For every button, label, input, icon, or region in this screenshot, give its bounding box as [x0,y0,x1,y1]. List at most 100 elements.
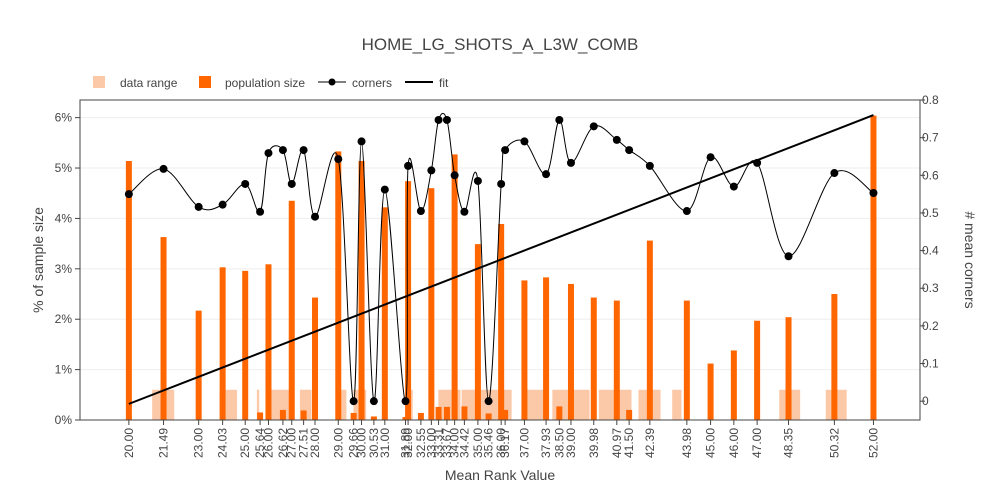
y2-tick-label: 0.2 [922,319,939,333]
corners-point[interactable] [287,179,296,188]
x-tick-label: 37.00 [517,428,531,458]
x-tick-label: 33.00 [424,428,438,458]
corners-point[interactable] [520,137,529,146]
legend-item-data-range[interactable]: data range [93,76,178,90]
x-tick-label: 29.00 [331,428,345,458]
corners-point[interactable] [729,182,738,191]
corners-point[interactable] [645,161,654,170]
corners-point[interactable] [484,397,493,406]
population-bar [257,412,264,420]
corners-point[interactable] [442,115,451,124]
x-tick-label: 35.46 [482,428,496,458]
legend: data range population size corners fit [93,76,449,90]
population-bar [279,409,286,420]
corners-point[interactable] [434,115,443,124]
corners-point[interactable] [566,158,575,167]
population-bar [417,412,424,420]
y-axis-right: 0 0.1 0.2 0.3 0.4 0.5 0.6 0.7 0.8 [920,93,939,408]
corners-point[interactable] [311,212,320,221]
population-bar [831,294,838,420]
corners-point[interactable] [404,161,413,170]
population-bar [265,264,272,420]
population-bar [646,240,653,420]
population-bar [405,181,412,420]
corners-point[interactable] [706,153,715,162]
x-tick-label: 23.00 [192,428,206,458]
population-bar [370,416,377,420]
y-tick-label: 6% [55,111,73,125]
corners-point[interactable] [830,169,839,178]
legend-item-fit[interactable]: fit [405,76,449,90]
corners-point[interactable] [625,146,634,155]
y2-tick-label: 0.1 [922,357,939,371]
x-tick-label: 37.93 [539,428,553,458]
population-bar [242,270,249,420]
legend-item-population-size[interactable]: population size [199,76,305,90]
x-tick-label: 32.55 [414,428,428,458]
x-tick-label: 41.50 [622,428,636,458]
population-bar [521,280,528,420]
x-tick-label: 26.62 [276,428,290,458]
legend-label-data-range: data range [120,76,178,90]
population-bar [219,267,226,420]
corners-point[interactable] [501,146,510,155]
corners-point[interactable] [278,146,287,155]
x-tick-label: 34.00 [448,428,462,458]
corners-point[interactable] [427,166,436,175]
x-tick-label: 25.00 [238,428,252,458]
y-tick-label: 4% [55,211,73,225]
y-tick-label: 0% [55,413,73,427]
x-tick-label: 40.97 [610,428,624,458]
corners-point[interactable] [450,171,459,180]
population-bar [556,406,563,420]
corners-point[interactable] [753,158,762,167]
y-tick-label: 3% [55,262,73,276]
corners-point[interactable] [357,137,366,146]
corners-point[interactable] [555,115,564,124]
x-tick-label: 35.00 [471,428,485,458]
corners-point[interactable] [369,397,378,406]
corners-point[interactable] [401,397,410,406]
corners-point[interactable] [241,179,250,188]
population-bar [474,244,481,420]
population-bar [195,310,202,420]
x-tick-label: 33.31 [432,428,446,458]
y-tick-label: 1% [55,363,73,377]
population-bar [707,363,714,420]
corners-point[interactable] [682,207,691,216]
corners-point[interactable] [124,190,133,199]
data-range-bar [339,389,347,420]
corners-point[interactable] [194,202,203,211]
x-tick-label: 42.39 [643,428,657,458]
corners-point[interactable] [349,397,358,406]
corners-point[interactable] [542,170,551,179]
corners-point[interactable] [416,207,425,216]
corners-point[interactable] [473,176,482,185]
y-tick-label: 5% [55,161,73,175]
x-tick-label: 31.89 [399,428,413,458]
x-tick-label: 30.53 [367,428,381,458]
corners-point[interactable] [380,185,389,194]
corners-point[interactable] [589,122,598,131]
corners-point[interactable] [612,135,621,144]
population-bar [428,188,435,420]
legend-item-corners[interactable]: corners [318,76,392,90]
corners-point[interactable] [460,207,469,216]
y2-tick-label: 0.8 [922,93,939,107]
corners-point[interactable] [497,179,506,188]
x-tick-label: 52.00 [866,428,880,458]
corners-point[interactable] [256,207,265,216]
corners-point[interactable] [299,146,308,155]
corners-point[interactable] [264,149,273,158]
x-tick-label: 24.03 [216,428,230,458]
corners-point[interactable] [869,188,878,197]
corners-point[interactable] [218,200,227,209]
x-tick-label: 39.00 [564,428,578,458]
population-bar [613,300,620,420]
data-range-bar [672,389,682,420]
y-tick-label: 2% [55,312,73,326]
corners-point[interactable] [159,164,168,173]
corners-point[interactable] [784,252,793,261]
population-bar [485,413,492,420]
corners-point[interactable] [334,155,343,164]
